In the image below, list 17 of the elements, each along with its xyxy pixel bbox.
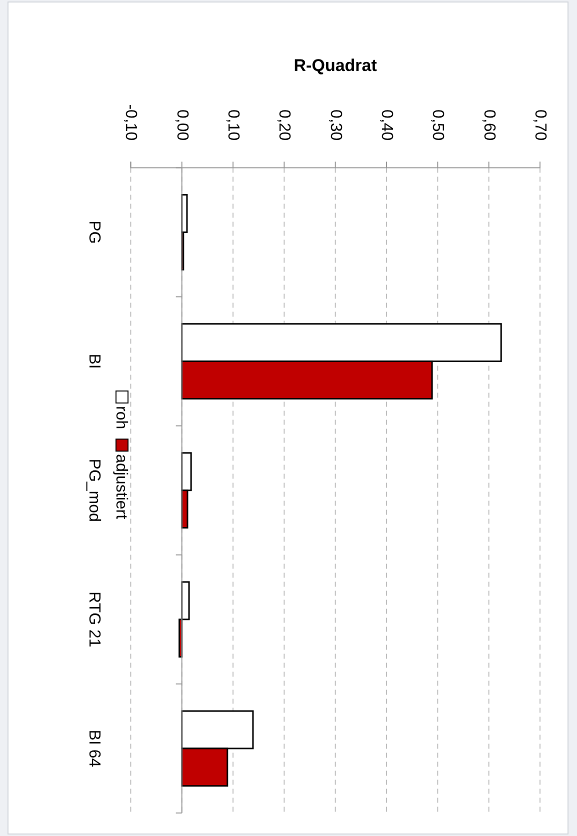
x-tick-label: 0,20 <box>276 110 293 141</box>
y-tick-label: PG_mod <box>85 458 102 522</box>
x-tick-label: 0,70 <box>532 110 548 141</box>
x-tick-label: -0,10 <box>122 104 140 141</box>
legend-label: roh <box>112 406 130 430</box>
x-tick-label: 0,40 <box>378 110 396 141</box>
x-tick-label: 0,50 <box>429 110 446 141</box>
x-axis-title: R-Quadrat <box>294 56 378 75</box>
x-tick-label: 0,30 <box>326 110 344 141</box>
y-tick-label: BI 64 <box>85 730 102 768</box>
x-tick-label: 0,10 <box>224 110 242 141</box>
x-tick-label: 0,60 <box>480 110 498 141</box>
legend-label: adjustiert <box>112 454 130 520</box>
y-tick-label: PG <box>85 220 102 244</box>
y-tick-label: BI <box>85 354 102 369</box>
y-tick-label: RTG 21 <box>85 592 102 648</box>
x-tick-label: 0,00 <box>173 110 190 141</box>
